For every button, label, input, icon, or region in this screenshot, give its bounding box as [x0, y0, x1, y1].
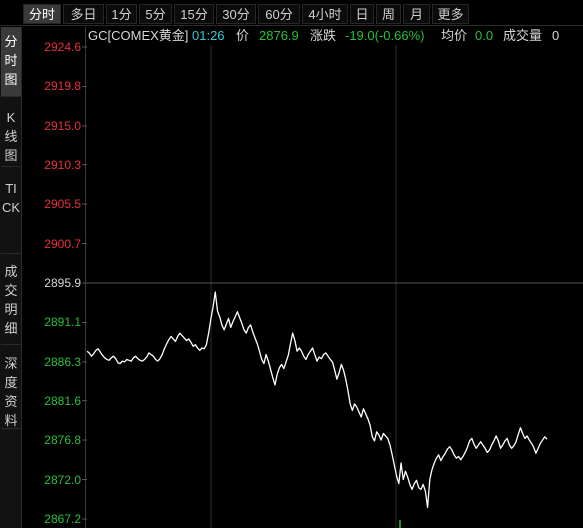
period-tab-4[interactable]: 15分	[174, 4, 214, 24]
volume-caption: 成交量	[503, 28, 543, 43]
period-tab-5[interactable]: 30分	[216, 4, 256, 24]
symbol-label: GC[COMEX黄金]	[88, 28, 189, 43]
volume-value: 0	[552, 28, 560, 43]
y-tick-label: 2915.0	[44, 118, 81, 133]
y-tick-label: 2900.7	[44, 236, 81, 251]
period-tab-7[interactable]: 4小时	[302, 4, 348, 24]
view-switcher-strip: 分时图 K线图 TICK 成交明细深度资料	[0, 27, 22, 528]
y-tick-label: 2924.6	[44, 40, 81, 54]
side-tab-0[interactable]: 分时图	[1, 27, 21, 97]
side-tab-3[interactable]: 成交明细	[1, 257, 21, 345]
price-series-line	[86, 291, 548, 509]
price-value: 2876.9	[259, 28, 299, 43]
avg-value: 0.0	[475, 28, 494, 43]
price-axis: 2924.6 2919.8 2915.0 2910.3 2905.5 2900.7 2895…	[22, 27, 86, 528]
y-tick-label: 2891.1	[44, 315, 81, 330]
y-tick-label: 2910.3	[44, 157, 81, 172]
y-tick-label: 2905.5	[44, 197, 81, 212]
period-tab-10[interactable]: 月	[403, 4, 430, 24]
period-tab-bar: 分时 多日 1分 5分 15分 30分 60分 4小时日周月更多	[0, 0, 583, 26]
side-tab-2[interactable]: TICK	[1, 174, 21, 254]
period-tab-3[interactable]: 5分	[139, 4, 172, 24]
change-caption: 涨跌	[310, 28, 337, 43]
price-caption: 价	[236, 28, 250, 43]
side-tab-4[interactable]: 深度资料	[1, 349, 21, 429]
period-tab-0[interactable]: 分时	[23, 4, 61, 24]
side-tab-1[interactable]: K线图	[1, 103, 21, 167]
period-tab-6[interactable]: 60分	[258, 4, 300, 24]
y-tick-label: 2895.9	[44, 276, 81, 290]
y-tick-label: 2919.8	[44, 79, 81, 94]
y-tick-label: 2886.3	[44, 354, 81, 369]
y-tick-label: 2867.2	[44, 512, 81, 526]
period-tab-2[interactable]: 1分	[106, 4, 137, 24]
period-tab-11[interactable]: 更多	[432, 4, 469, 24]
change-value: -19.0(-0.66%)	[345, 28, 425, 43]
time-label: 01:26	[192, 28, 225, 43]
avg-caption: 均价	[441, 28, 468, 43]
y-tick-label: 2881.6	[44, 393, 81, 408]
y-tick-label: 2872.0	[44, 472, 81, 487]
period-tab-8[interactable]: 日	[350, 4, 374, 24]
period-tab-9[interactable]: 周	[376, 4, 401, 24]
period-tab-1[interactable]: 多日	[63, 4, 104, 24]
y-tick-label: 2876.8	[44, 433, 81, 448]
